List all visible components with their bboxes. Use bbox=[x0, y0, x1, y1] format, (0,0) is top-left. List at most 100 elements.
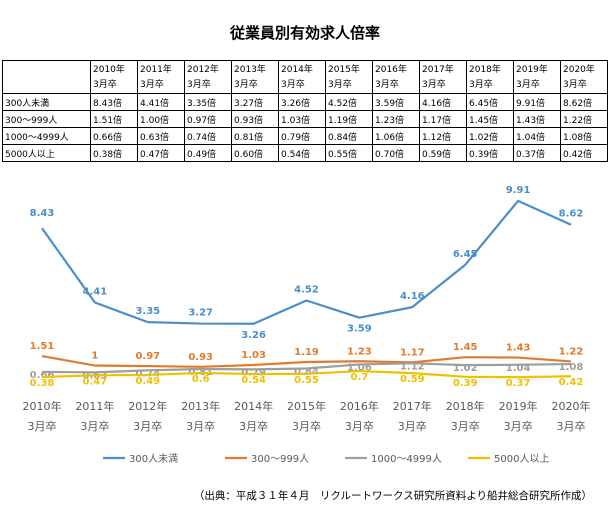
data-label: 0.55 bbox=[294, 375, 319, 386]
data-label: 0.84 bbox=[294, 366, 319, 377]
data-label: 3.27 bbox=[188, 308, 213, 319]
table-cell: 0.79倍 bbox=[278, 127, 326, 145]
x-tick-label: 3月卒 bbox=[398, 419, 427, 433]
column-header-line: 3月卒 bbox=[328, 80, 352, 90]
column-header: 2014年 3月卒 bbox=[278, 60, 326, 94]
table-cell: 1.51倍 bbox=[90, 110, 138, 128]
table-cell: 8.62倍 bbox=[560, 93, 608, 111]
column-header-line: 2012年 bbox=[187, 65, 219, 75]
table-cell: 0.84倍 bbox=[325, 127, 373, 145]
data-label: 1.08 bbox=[559, 362, 584, 373]
table-cell: 0.97倍 bbox=[184, 110, 232, 128]
data-label: 0.37 bbox=[506, 378, 531, 389]
data-label: 3.59 bbox=[347, 324, 372, 335]
table-cell: 0.55倍 bbox=[325, 144, 373, 162]
table-cell: 3.27倍 bbox=[231, 93, 279, 111]
table-cell: 3.26倍 bbox=[278, 93, 326, 111]
data-label: 0.59 bbox=[400, 374, 425, 385]
series-line bbox=[41, 362, 572, 374]
x-tick-label: 2012年 bbox=[128, 399, 167, 413]
data-label: 1.23 bbox=[347, 346, 372, 357]
table-cell: 0.70倍 bbox=[372, 144, 420, 162]
data-label: 8.62 bbox=[559, 209, 584, 220]
data-label: 0.47 bbox=[83, 376, 108, 387]
data-label: 1.43 bbox=[506, 343, 531, 354]
table-cell: 0.60倍 bbox=[231, 144, 279, 162]
table-header-row: 2010年 3月卒 2011年 3月卒 2012年 3月卒 2013年 3月卒 2014年 3月卒… bbox=[2, 60, 608, 94]
legend-label: 300人未満 bbox=[129, 453, 178, 465]
x-tick-label: 2017年 bbox=[393, 399, 432, 413]
legend-item: 1000～4999人 bbox=[345, 453, 442, 465]
column-header-line: 2010年 bbox=[93, 65, 125, 75]
data-label: 4.41 bbox=[83, 287, 108, 298]
x-tick-label: 3月卒 bbox=[451, 419, 480, 433]
x-tick-label: 3月卒 bbox=[292, 419, 321, 433]
data-label: 1.19 bbox=[294, 347, 319, 358]
row-label: 5000人以上 bbox=[2, 144, 91, 162]
page-title: 従業員別有効求人倍率 bbox=[229, 24, 380, 42]
column-header-line: 2011年 bbox=[140, 65, 172, 75]
series-line bbox=[41, 369, 572, 379]
table-row: 1000～4999人 0.66倍 0.63倍 0.74倍 0.81倍 0.79倍 0.84倍… bbox=[2, 127, 608, 145]
table-row: 5000人以上 0.38倍 0.47倍 0.49倍 0.60倍 0.54倍 0.55倍 0.7… bbox=[2, 144, 608, 162]
column-header-line: 3月卒 bbox=[93, 80, 117, 90]
table-cell: 9.91倍 bbox=[513, 93, 561, 111]
table-cell: 0.63倍 bbox=[137, 127, 185, 145]
table-cell: 0.49倍 bbox=[184, 144, 232, 162]
data-label: 4.52 bbox=[294, 284, 319, 295]
data-table: 2010年 3月卒 2011年 3月卒 2012年 3月卒 2013年 3月卒 2014年 3月卒… bbox=[2, 60, 608, 162]
corner-cell bbox=[2, 60, 91, 94]
data-label: 8.43 bbox=[30, 208, 55, 219]
column-header-line: 3月卒 bbox=[375, 80, 399, 90]
row-label: 300～999人 bbox=[2, 110, 91, 128]
column-header: 2020年 3月卒 bbox=[560, 60, 608, 94]
column-header: 2015年 3月卒 bbox=[325, 60, 373, 94]
table-cell: 1.43倍 bbox=[513, 110, 561, 128]
data-label: 9.91 bbox=[506, 185, 531, 196]
column-header-line: 2020年 bbox=[563, 65, 595, 75]
x-tick-label: 2013年 bbox=[181, 399, 220, 413]
column-header-line: 2019年 bbox=[516, 65, 548, 75]
source-note: （出典：平成３１年４月 リクルートワークス研究所資料より船井総合研究所作成） bbox=[193, 490, 592, 502]
data-label: 1.06 bbox=[347, 362, 372, 373]
legend-label: 300～999人 bbox=[251, 453, 309, 465]
column-header-line: 2018年 bbox=[469, 65, 501, 75]
data-label: 1.04 bbox=[506, 363, 531, 374]
column-header: 2011年 3月卒 bbox=[137, 60, 185, 94]
series-line bbox=[41, 355, 572, 368]
data-label: 0.79 bbox=[241, 367, 266, 378]
data-label: 1 bbox=[91, 351, 98, 362]
table-cell: 1.12倍 bbox=[419, 127, 467, 145]
data-label: 1.22 bbox=[559, 346, 584, 357]
data-label: 4.16 bbox=[400, 291, 425, 302]
table-cell: 3.35倍 bbox=[184, 93, 232, 111]
x-tick-label: 3月卒 bbox=[80, 419, 109, 433]
table-cell: 0.42倍 bbox=[560, 144, 608, 162]
x-tick-label: 3月卒 bbox=[345, 419, 374, 433]
table-cell: 0.38倍 bbox=[90, 144, 138, 162]
column-header: 2012年 3月卒 bbox=[184, 60, 232, 94]
table-cell: 0.39倍 bbox=[466, 144, 514, 162]
legend-label: 1000～4999人 bbox=[371, 453, 442, 465]
column-header-line: 3月卒 bbox=[140, 80, 164, 90]
table-cell: 0.81倍 bbox=[231, 127, 279, 145]
column-header-line: 3月卒 bbox=[187, 80, 211, 90]
x-tick-label: 3月卒 bbox=[239, 419, 268, 433]
data-label: 0.74 bbox=[135, 368, 160, 379]
data-label: 1.03 bbox=[241, 350, 266, 361]
table-cell: 0.54倍 bbox=[278, 144, 326, 162]
data-label: 0.39 bbox=[453, 378, 478, 389]
column-header-line: 3月卒 bbox=[469, 80, 493, 90]
column-header: 2018年 3月卒 bbox=[466, 60, 514, 94]
data-label: 1.51 bbox=[30, 341, 55, 352]
x-tick-label: 2014年 bbox=[234, 399, 273, 413]
table-cell: 0.93倍 bbox=[231, 110, 279, 128]
x-tick-label: 3月卒 bbox=[557, 419, 586, 433]
data-label: 3.26 bbox=[241, 330, 266, 341]
column-header-line: 3月卒 bbox=[422, 80, 446, 90]
table-cell: 8.43倍 bbox=[90, 93, 138, 111]
x-tick-label: 3月卒 bbox=[186, 419, 215, 433]
x-tick-label: 2020年 bbox=[552, 399, 591, 413]
table-cell: 4.41倍 bbox=[137, 93, 185, 111]
data-label: 6.45 bbox=[453, 249, 478, 260]
